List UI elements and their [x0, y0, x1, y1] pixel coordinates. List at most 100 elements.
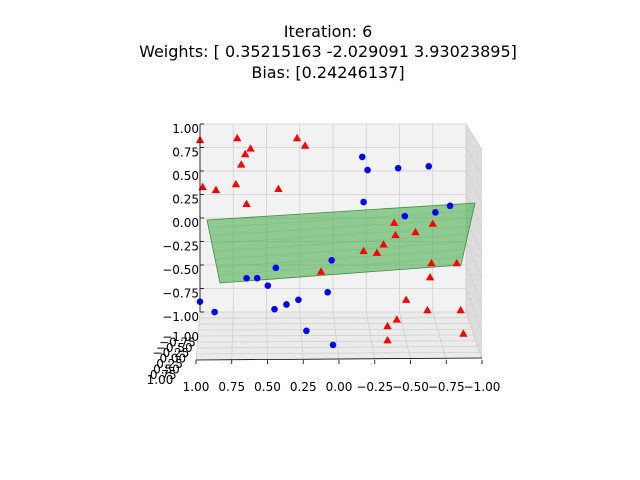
y-tick-label: −0.50: [156, 341, 193, 355]
y-tick-label: 0.50: [153, 362, 180, 376]
grid-floor-depth: [196, 351, 481, 355]
x-tick-label: 0.00: [326, 380, 353, 394]
plane-mesh-line: [213, 233, 469, 252]
point-circle: [364, 166, 371, 174]
point-triangle: [359, 246, 368, 255]
plane-mesh-line: [208, 210, 474, 229]
x-tick-label: −0.25: [356, 380, 393, 394]
point-triangle: [316, 267, 326, 275]
point-triangle: [242, 199, 251, 208]
point-circle: [360, 198, 367, 206]
grid-floor-depth: [197, 334, 475, 337]
x-tick-label: 0.25: [290, 380, 317, 394]
point-circle: [358, 153, 366, 161]
grid-floor-depth: [197, 340, 477, 343]
decision-plane: [206, 202, 476, 284]
plane-mesh-line: [211, 226, 470, 244]
plane-mesh-line: [210, 218, 472, 236]
z-tick-label: 0.25: [172, 193, 199, 207]
chart-title: Iteration: 6 Weights: [ 0.35215163 -2.02…: [139, 22, 517, 82]
z-tick-label: 0.75: [172, 146, 199, 160]
data-points: [195, 133, 468, 349]
point-triangle: [211, 185, 221, 193]
grid-floor: [332, 311, 340, 361]
y-tick-label: −1.00: [162, 330, 199, 344]
point-triangle: [300, 141, 310, 149]
plane-mesh-line: [215, 241, 467, 260]
grid-floor-depth: [198, 328, 473, 331]
point-circle: [324, 288, 331, 296]
y-tick-label: −0.25: [153, 346, 190, 360]
point-triangle: [428, 219, 437, 227]
y-tick-label: 1.00: [147, 373, 174, 387]
point-circle: [329, 341, 337, 349]
y-tick-label: 0.00: [159, 352, 186, 366]
point-circle: [283, 301, 290, 308]
grid-floor: [365, 311, 376, 361]
point-triangle: [391, 230, 400, 239]
point-circle: [328, 257, 335, 264]
title-line-1: Iteration: 6: [284, 22, 373, 41]
x-tick-label: −0.75: [428, 380, 465, 394]
point-circle: [271, 305, 278, 313]
point-triangle: [231, 179, 241, 188]
x-tick-label: −1.00: [464, 380, 501, 394]
point-circle: [243, 274, 250, 282]
x-tick-label: 0.50: [254, 380, 281, 394]
y-tick-label: 0.75: [150, 368, 177, 382]
y-tick-labels: −1.00−0.75−0.50−0.250.000.250.500.751.00: [147, 330, 199, 387]
point-triangle: [425, 273, 435, 281]
x-axis-line: [195, 357, 483, 361]
z-tick-label: 0.00: [172, 216, 199, 230]
grid-floor: [399, 311, 411, 361]
point-circle: [432, 209, 439, 216]
z-tick-label: 0.50: [172, 169, 199, 183]
title-line-3: Bias: [0.24246137]: [251, 63, 404, 82]
x-tick-label: 1.00: [183, 380, 210, 394]
point-triangle: [198, 182, 207, 191]
point-triangle: [423, 305, 432, 314]
point-triangle: [452, 258, 461, 267]
point-triangle: [459, 329, 468, 337]
point-circle: [253, 274, 261, 282]
plane-mesh-line: [218, 257, 463, 276]
z-tick-label: −0.50: [162, 263, 199, 277]
point-circle: [211, 308, 218, 316]
point-triangle: [379, 240, 388, 248]
z-tick-label: 1.00: [172, 122, 199, 136]
z-tick-label: −0.75: [162, 287, 199, 301]
point-triangle: [383, 321, 392, 330]
point-triangle: [274, 184, 283, 193]
x-tick-label: −0.50: [392, 380, 429, 394]
point-triangle: [456, 305, 465, 314]
z-tick-labels: 1.00 0.75 0.50 0.25 0.00 −0.25 −0.50 −0.75 −1.00: [162, 122, 204, 324]
y-tick-label: −0.75: [159, 335, 196, 349]
x-tick-labels: 1.00 0.75 0.50 0.25 0.00 −0.25−0.50−0.75−1.00: [183, 360, 501, 394]
point-circle: [446, 202, 454, 210]
z-tick-label: −1.00: [162, 310, 199, 324]
point-triangle: [401, 295, 411, 303]
x-tick-label: 0.75: [218, 380, 245, 394]
point-circle: [264, 282, 272, 289]
point-triangle: [233, 133, 242, 142]
y-tick-label: 0.25: [156, 357, 183, 371]
point-circle: [272, 264, 280, 272]
point-triangle: [383, 336, 392, 344]
title-line-2: Weights: [ 0.35215163 -2.029091 3.930238…: [139, 42, 517, 61]
point-triangle: [372, 248, 382, 256]
point-circle: [295, 296, 302, 304]
plane-mesh-line: [216, 249, 465, 268]
point-circle: [401, 212, 409, 220]
point-circle: [303, 327, 310, 335]
point-triangle: [241, 149, 250, 158]
point-triangle: [292, 133, 302, 142]
point-circle: [425, 163, 433, 170]
point-triangle: [392, 315, 402, 323]
point-triangle: [427, 258, 436, 267]
z-tick-label: −0.25: [162, 240, 199, 254]
point-circle: [394, 164, 402, 172]
grid-floor-depth: [196, 346, 479, 349]
point-triangle: [389, 218, 399, 226]
grid-floor: [432, 311, 447, 361]
